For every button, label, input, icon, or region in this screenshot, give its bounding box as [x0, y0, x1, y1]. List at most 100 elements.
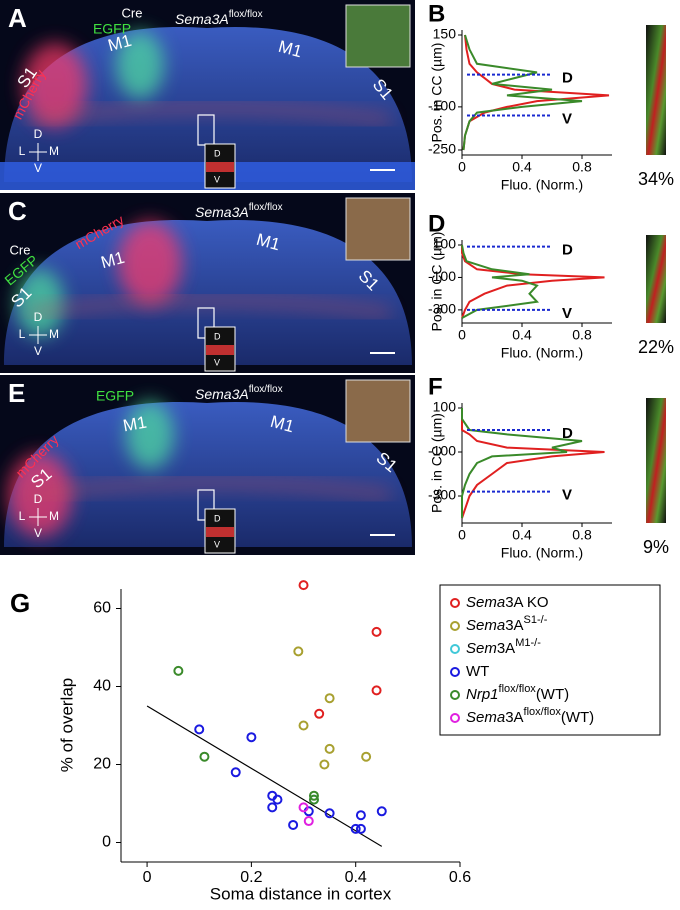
- profile-line: [462, 34, 583, 151]
- legend-name: Sema: [466, 617, 505, 634]
- overview-thumbnail: [345, 379, 411, 443]
- x-tick-label: 0.6: [449, 869, 471, 886]
- legend-sup: flox/flox: [524, 706, 562, 718]
- data-point: [319, 759, 330, 770]
- legend-name-rest: 3A: [497, 640, 515, 657]
- legend-name-rest: 3A KO: [505, 594, 548, 611]
- legend-sup: flox/flox: [499, 683, 537, 695]
- title-sup: flox/flox: [249, 384, 283, 395]
- boundary-label: D: [562, 425, 573, 442]
- legend-sup: S1-/-: [524, 614, 548, 626]
- compass-label: V: [34, 526, 42, 540]
- data-point: [298, 580, 309, 591]
- profile-line: [461, 245, 605, 319]
- corpus-callosum: [29, 296, 391, 317]
- compass-label: D: [34, 492, 43, 506]
- data-point: [314, 708, 325, 719]
- data-point: [199, 751, 210, 762]
- egfp-label: EGFP: [96, 388, 134, 404]
- panel-letter: E: [8, 378, 25, 408]
- x-tick-label: 0.4: [345, 869, 367, 886]
- data-point: [361, 751, 372, 762]
- callosum-strip: [646, 398, 666, 523]
- x-tick-label: 0: [458, 327, 466, 343]
- y-tick-label: 60: [93, 600, 111, 617]
- overlap-value: 9%: [643, 537, 669, 557]
- boundary-label: D: [562, 70, 573, 87]
- egfp-signal: [116, 31, 164, 99]
- x-tick-label: 0.2: [240, 869, 262, 886]
- legend-marker: [450, 713, 460, 723]
- data-point: [371, 685, 382, 696]
- y-tick-label: -100: [428, 98, 456, 114]
- data-point: [298, 802, 309, 813]
- x-tick-label: 0.4: [512, 527, 532, 543]
- y-tick-label: -300: [428, 301, 456, 317]
- egfp-signal: [16, 269, 64, 337]
- data-point: [267, 802, 278, 813]
- panel-title: Sema3Aflox/flox: [195, 202, 283, 220]
- inset-label: D: [214, 148, 221, 158]
- y-axis-label: Pos. in CC (µm): [429, 413, 445, 513]
- callosum-strip: [646, 235, 666, 323]
- cre-label: Cre: [10, 242, 31, 257]
- y-axis-label: % of overlap: [57, 678, 76, 773]
- x-tick-label: 0.8: [572, 327, 592, 343]
- legend-marker: [450, 667, 460, 677]
- y-tick-label: -100: [428, 443, 456, 459]
- legend-marker: [450, 690, 460, 700]
- title-sup: flox/flox: [249, 202, 283, 213]
- y-tick-label: -250: [428, 141, 456, 157]
- data-point: [194, 724, 205, 735]
- panel-letter: G: [10, 588, 30, 618]
- overview-thumbnail: [345, 4, 411, 68]
- mcherry-signal: [118, 221, 182, 305]
- y-tick-label: -100: [428, 268, 456, 284]
- panel-letter: D: [428, 210, 445, 237]
- compass-label: L: [19, 509, 26, 523]
- x-tick-label: 0.4: [512, 327, 532, 343]
- panel-title: Sema3Aflox/flox: [195, 384, 283, 402]
- data-point: [324, 808, 335, 819]
- brain-section: [4, 402, 412, 547]
- data-point: [308, 790, 319, 801]
- y-tick-label: 20: [93, 756, 111, 773]
- x-axis-label: Fluo. (Norm.): [501, 177, 583, 193]
- data-point: [355, 823, 366, 834]
- y-tick-label: 0: [102, 834, 111, 851]
- panel-letter: C: [8, 196, 27, 226]
- boundary-label: D: [562, 242, 573, 259]
- data-point: [324, 743, 335, 754]
- legend-name: Sema: [466, 709, 505, 726]
- data-point: [288, 819, 299, 830]
- callosum-strip: [646, 25, 666, 155]
- y-tick-label: 100: [433, 236, 457, 252]
- overlap-value: 34%: [638, 169, 674, 189]
- inset-label: D: [214, 513, 221, 523]
- cre-label: Cre: [122, 5, 143, 20]
- compass-label: V: [34, 344, 42, 358]
- x-tick-label: 0.4: [512, 159, 532, 175]
- trend-line: [146, 705, 383, 847]
- legend-marker: [450, 644, 460, 654]
- brain-section: [4, 220, 412, 365]
- legend-sup: M1-/-: [515, 637, 541, 649]
- inset-label: V: [214, 174, 220, 184]
- inset-label: V: [214, 357, 220, 367]
- egfp-label: EGFP: [93, 21, 131, 37]
- legend-name-rest: 3A: [505, 709, 523, 726]
- data-point: [355, 810, 366, 821]
- legend-label: WT: [466, 663, 489, 680]
- panel-title: Sema3Aflox/flox: [175, 9, 263, 27]
- area-label: M1: [122, 413, 149, 436]
- overview-thumbnail: [345, 197, 411, 261]
- inset-label: D: [214, 331, 221, 341]
- y-tick-label: 100: [433, 399, 457, 415]
- compass-label: D: [34, 310, 43, 324]
- panel-letter: F: [428, 373, 443, 400]
- legend-label: Sema3Aflox/flox(WT): [466, 706, 594, 726]
- inset-label: V: [214, 539, 220, 549]
- x-tick-label: 0.8: [572, 159, 592, 175]
- compass-label: V: [34, 161, 42, 175]
- panel-letter: A: [8, 3, 27, 33]
